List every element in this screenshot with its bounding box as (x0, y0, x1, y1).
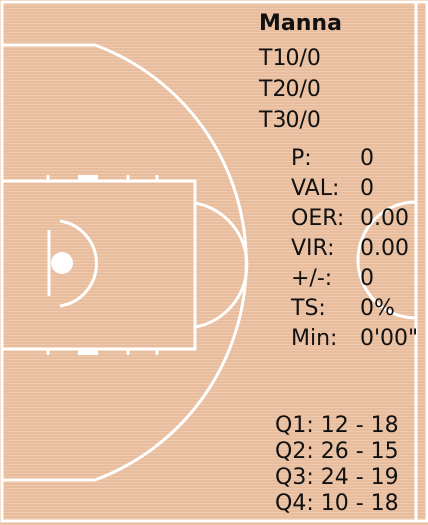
quarter-label: Q1: (275, 413, 314, 438)
quarter-label: Q3: (275, 465, 314, 490)
lane-block (78, 349, 98, 355)
shooting-value: 0/0 (285, 108, 321, 133)
shooting-value: 0/0 (285, 46, 321, 71)
quarter-score: 26 - 15 (320, 439, 399, 464)
stat-label-minutes: Min: (291, 326, 338, 351)
stat-label-ts: TS: (291, 296, 326, 321)
quarter-score-q3: Q3: 24 - 19 (275, 465, 399, 491)
stat-label-val: VAL: (291, 176, 340, 201)
stat-value-oer: 0.00 (360, 206, 409, 231)
free-throw-arc (194, 201, 249, 329)
center-circle (356, 200, 417, 320)
player-name: Manna (259, 11, 342, 36)
three-point-line (2, 43, 248, 482)
shooting-value: 0/0 (285, 77, 321, 102)
shooting-label: T1 (259, 46, 287, 71)
restricted-area (59, 219, 98, 308)
stat-label-plus-minus: +/-: (291, 266, 333, 291)
lane-block (78, 175, 98, 181)
quarter-score: 12 - 18 (320, 413, 399, 438)
hoop (51, 252, 73, 274)
quarter-score: 24 - 19 (320, 465, 399, 490)
stat-label-oer: OER: (291, 206, 345, 231)
stat-value-points: 0 (360, 146, 374, 171)
shooting-row-t3: T30/0 (259, 107, 321, 135)
quarter-score: 10 - 18 (320, 491, 399, 516)
stat-value-minutes: 0'00" (360, 326, 419, 351)
stat-label-points: P: (291, 146, 312, 171)
stat-value-plus-minus: 0 (360, 266, 374, 291)
shooting-row-t2: T20/0 (259, 76, 321, 104)
stat-value-val: 0 (360, 176, 374, 201)
quarter-score-q2: Q2: 26 - 15 (275, 439, 399, 465)
quarter-label: Q4: (275, 491, 314, 516)
quarter-score-q4: Q4: 10 - 18 (275, 491, 399, 517)
stat-label-vir: VIR: (291, 236, 335, 261)
free-throw-lane (0, 179, 197, 351)
quarter-label: Q2: (275, 439, 314, 464)
shooting-row-t1: T10/0 (259, 45, 321, 73)
shooting-label: T3 (259, 108, 287, 133)
stat-value-vir: 0.00 (360, 236, 409, 261)
quarter-score-q1: Q1: 12 - 18 (275, 413, 399, 439)
stat-value-ts: 0% (360, 296, 395, 321)
shooting-label: T2 (259, 77, 287, 102)
